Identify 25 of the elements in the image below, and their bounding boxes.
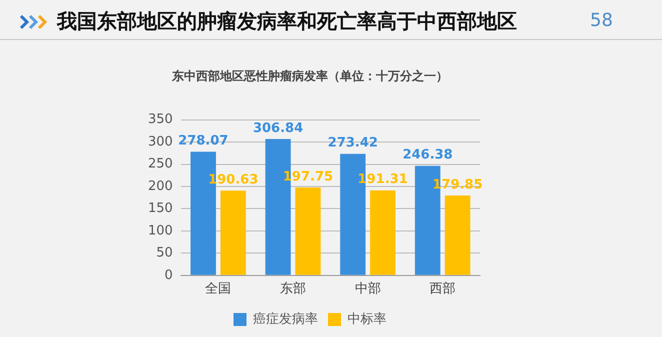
y-tick-label: 150 (148, 201, 173, 216)
data-label: 273.42 (328, 136, 378, 151)
bar (220, 190, 246, 275)
data-label: 246.38 (402, 148, 453, 163)
y-tick-label: 100 (148, 223, 173, 238)
y-tick-label: 350 (148, 112, 173, 128)
legend-label: 中标率 (348, 310, 386, 327)
y-tick-label: 0 (164, 268, 173, 283)
chart-title: 我国东部地区的肿瘤发病率和死亡率高于中西部地区 (57, 8, 517, 35)
chart-subtitle: 东中西部地区恶性肿瘤病发率（单位：十万分之一） (171, 68, 449, 85)
x-tick-label: 西部 (430, 282, 456, 297)
y-tick-label: 300 (148, 134, 173, 150)
y-tick-label: 200 (148, 178, 173, 194)
text: 58 (590, 10, 613, 31)
x-tick-label: 中部 (354, 282, 381, 297)
y-tick-label: 50 (156, 246, 173, 261)
bar (444, 195, 470, 275)
bar (370, 190, 396, 275)
bar (295, 187, 321, 275)
data-label: 278.07 (178, 134, 228, 149)
data-label: 306.84 (252, 120, 304, 136)
legend-label: 癌症发病率 (253, 310, 318, 327)
x-tick-label: 东部 (280, 282, 306, 297)
y-tick-label: 250 (148, 156, 173, 172)
x-tick-label: 全国 (205, 282, 232, 297)
